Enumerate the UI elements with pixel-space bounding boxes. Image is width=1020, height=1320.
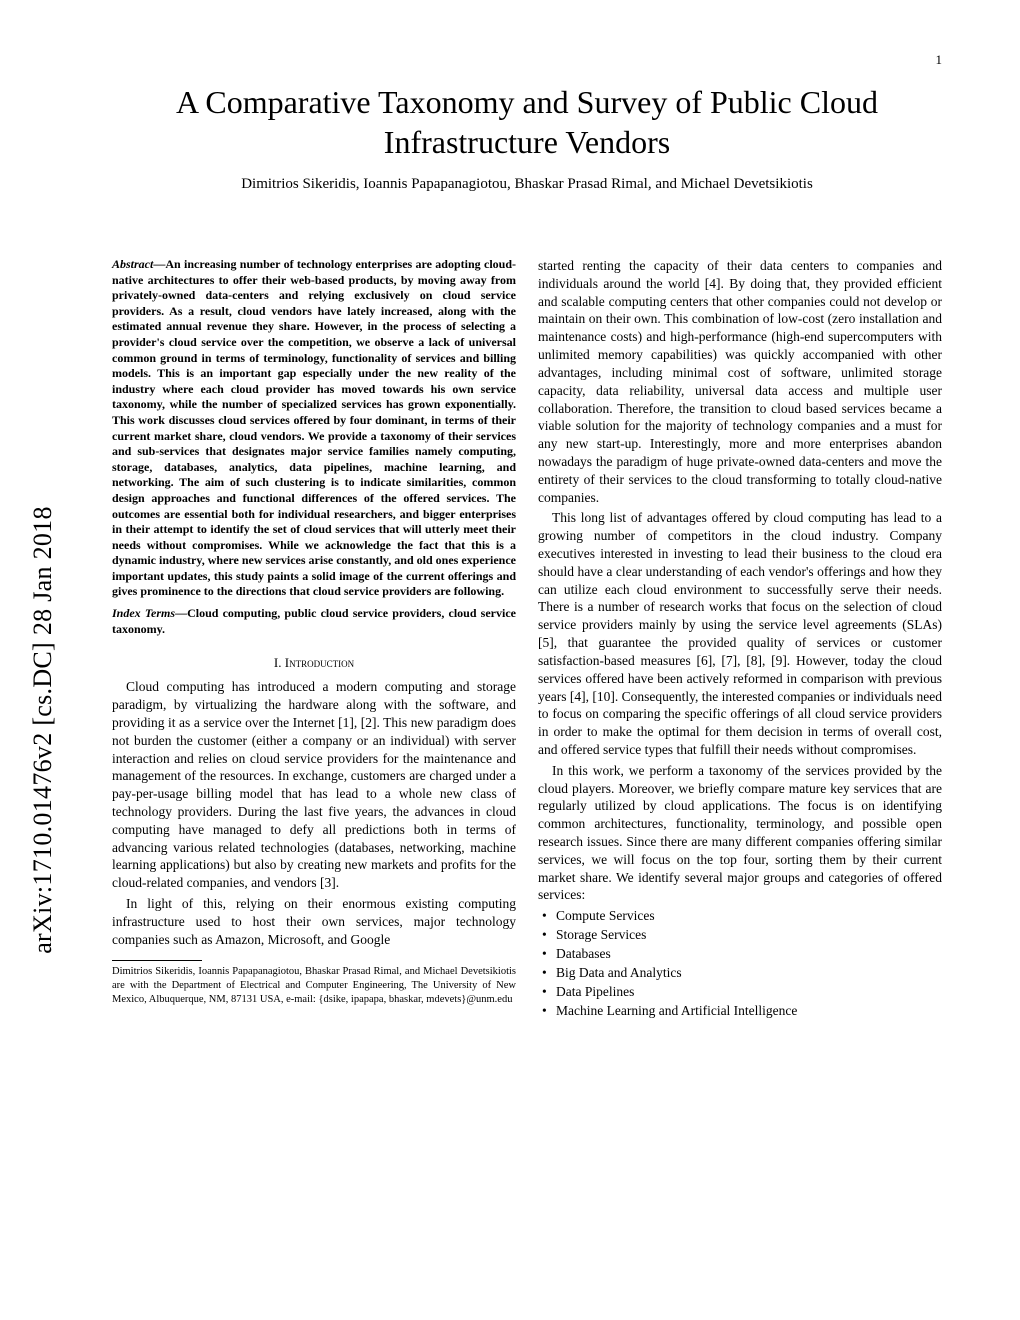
page-number: 1 — [936, 52, 943, 68]
list-item: Big Data and Analytics — [556, 964, 942, 983]
section-heading: I. Introduction — [112, 655, 516, 671]
abstract-paragraph: Abstract—An increasing number of technol… — [112, 257, 516, 600]
abstract-body: —An increasing number of technology ente… — [112, 257, 516, 598]
list-item: Compute Services — [556, 907, 942, 926]
list-item: Data Pipelines — [556, 983, 942, 1002]
left-column: Abstract—An increasing number of technol… — [112, 257, 516, 1021]
intro-paragraph-1: Cloud computing has introduced a modern … — [112, 678, 516, 892]
intro-paragraph-2: In light of this, relying on their enorm… — [112, 895, 516, 948]
col2-paragraph-1: started renting the capacity of their da… — [538, 257, 942, 506]
footnote-rule — [112, 960, 202, 961]
footnote: Dimitrios Sikeridis, Ioannis Papapanagio… — [112, 965, 516, 1006]
authors: Dimitrios Sikeridis, Ioannis Papapanagio… — [112, 176, 942, 193]
list-item: Machine Learning and Artificial Intellig… — [556, 1002, 942, 1021]
two-column-layout: Abstract—An increasing number of technol… — [112, 257, 942, 1021]
list-item: Storage Services — [556, 926, 942, 945]
service-categories-list: Compute Services Storage Services Databa… — [538, 907, 942, 1020]
col2-paragraph-3: In this work, we perform a taxonomy of t… — [538, 762, 942, 905]
content-area: A Comparative Taxonomy and Survey of Pub… — [112, 82, 942, 1021]
col2-paragraph-2: This long list of advantages offered by … — [538, 509, 942, 758]
right-column: started renting the capacity of their da… — [538, 257, 942, 1021]
arxiv-label: arXiv:1710.01476v2 [cs.DC] 28 Jan 2018 — [28, 380, 58, 1080]
list-item: Databases — [556, 945, 942, 964]
index-terms-label: Index Terms — [112, 606, 175, 620]
index-terms-paragraph: Index Terms—Cloud computing, public clou… — [112, 606, 516, 637]
paper-title: A Comparative Taxonomy and Survey of Pub… — [112, 82, 942, 162]
abstract-label: Abstract — [112, 257, 153, 271]
